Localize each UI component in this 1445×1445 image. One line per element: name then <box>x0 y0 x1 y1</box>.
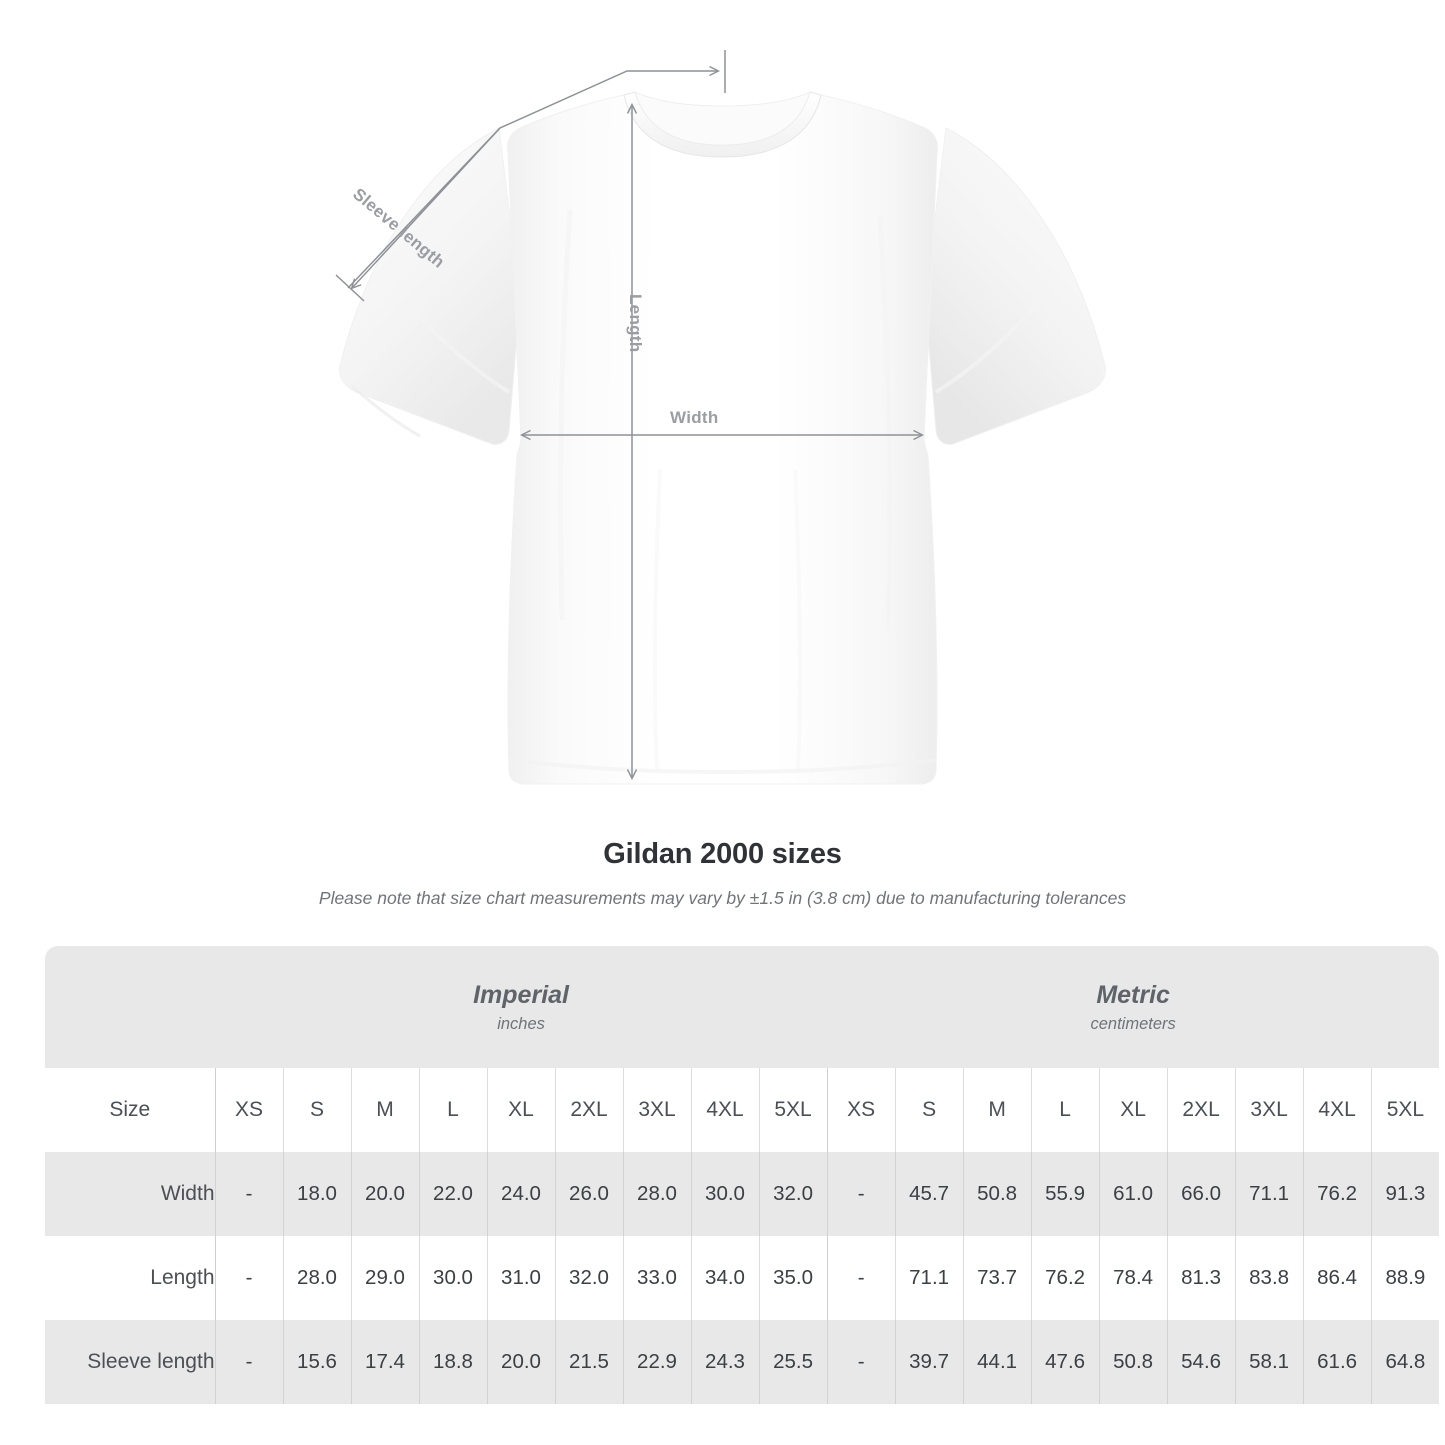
unit-header-imperial: Imperial inches <box>215 946 828 1068</box>
cell-sleeve-length-imperial-xl: 20.0 <box>486 1320 555 1404</box>
size-header-l-imperial: L <box>418 1068 487 1152</box>
size-header-xs-imperial: XS <box>214 1068 283 1152</box>
size-header-3xl-imperial: 3XL <box>622 1068 691 1152</box>
width-label: Width <box>670 408 719 427</box>
cell-length-imperial-s: 28.0 <box>282 1236 351 1320</box>
cell-width-metric-3xl: 71.1 <box>1234 1152 1304 1236</box>
size-header-5xl-metric: 5XL <box>1370 1068 1440 1152</box>
tshirt-illustration <box>335 50 1106 785</box>
cell-sleeve-length-metric-l: 47.6 <box>1030 1320 1100 1404</box>
length-label: Length <box>626 294 645 353</box>
cell-width-metric-5xl: 91.3 <box>1370 1152 1440 1236</box>
size-header-4xl-metric: 4XL <box>1302 1068 1372 1152</box>
size-chart-table-wrap: Imperial inches Metric centimeters Size XS S M L… <box>45 946 1440 1404</box>
cell-sleeve-length-metric-s: 39.7 <box>894 1320 964 1404</box>
unit-system-subtitle: inches <box>497 1015 545 1034</box>
title-block: Gildan 2000 sizes Please note that size … <box>0 838 1445 909</box>
unit-system-name: Metric <box>1096 980 1170 1009</box>
size-header-s-metric: S <box>894 1068 964 1152</box>
cell-sleeve-length-metric-3xl: 58.1 <box>1234 1320 1304 1404</box>
cell-sleeve-length-imperial-3xl: 22.9 <box>622 1320 691 1404</box>
cell-length-metric-4xl: 86.4 <box>1302 1236 1372 1320</box>
cell-width-imperial-m: 20.0 <box>350 1152 419 1236</box>
unit-header-metric: Metric centimeters <box>827 946 1440 1068</box>
size-header-3xl-metric: 3XL <box>1234 1068 1304 1152</box>
cell-width-metric-2xl: 66.0 <box>1166 1152 1236 1236</box>
size-header-l-metric: L <box>1030 1068 1100 1152</box>
cell-length-imperial-3xl: 33.0 <box>622 1236 691 1320</box>
size-header-row: Size XS S M L XL 2XL 3XL 4XL 5XL XS S M L XL 2XL 3XL 4XL 5… <box>45 1068 1440 1152</box>
unit-system-subtitle: centimeters <box>1090 1015 1176 1034</box>
unit-banner-row: Imperial inches Metric centimeters <box>45 946 1440 1068</box>
cell-length-metric-xs: - <box>826 1236 896 1320</box>
cell-length-metric-3xl: 83.8 <box>1234 1236 1304 1320</box>
cell-length-imperial-l: 30.0 <box>418 1236 487 1320</box>
cell-sleeve-length-imperial-xs: - <box>214 1320 283 1404</box>
cell-width-imperial-4xl: 30.0 <box>690 1152 759 1236</box>
cell-length-imperial-4xl: 34.0 <box>690 1236 759 1320</box>
table-row: Sleeve length -15.6 17.4 18.8 20.0 21.5 22.9 24… <box>45 1320 1440 1404</box>
cell-length-metric-s: 71.1 <box>894 1236 964 1320</box>
unit-system-name: Imperial <box>473 980 569 1009</box>
size-chart-table: Imperial inches Metric centimeters Size XS S M L… <box>45 946 1440 1404</box>
size-header-4xl-imperial: 4XL <box>690 1068 759 1152</box>
cell-width-imperial-xs: - <box>214 1152 283 1236</box>
cell-sleeve-length-imperial-m: 17.4 <box>350 1320 419 1404</box>
cell-sleeve-length-metric-5xl: 64.8 <box>1370 1320 1440 1404</box>
cell-width-metric-xl: 61.0 <box>1098 1152 1168 1236</box>
cell-width-imperial-2xl: 26.0 <box>554 1152 623 1236</box>
cell-sleeve-length-metric-4xl: 61.6 <box>1302 1320 1372 1404</box>
cell-length-imperial-5xl: 35.0 <box>758 1236 828 1320</box>
cell-length-metric-xl: 78.4 <box>1098 1236 1168 1320</box>
cell-width-imperial-3xl: 28.0 <box>622 1152 691 1236</box>
cell-sleeve-length-imperial-s: 15.6 <box>282 1320 351 1404</box>
cell-length-imperial-m: 29.0 <box>350 1236 419 1320</box>
cell-length-imperial-xl: 31.0 <box>486 1236 555 1320</box>
cell-sleeve-length-metric-xs: - <box>826 1320 896 1404</box>
cell-length-metric-2xl: 81.3 <box>1166 1236 1236 1320</box>
size-header-s-imperial: S <box>282 1068 351 1152</box>
size-header-2xl-metric: 2XL <box>1166 1068 1236 1152</box>
cell-length-imperial-2xl: 32.0 <box>554 1236 623 1320</box>
size-header-2xl-imperial: 2XL <box>554 1068 623 1152</box>
size-column-header: Size <box>45 1068 215 1152</box>
cell-sleeve-length-metric-m: 44.1 <box>962 1320 1032 1404</box>
size-header-m-imperial: M <box>350 1068 419 1152</box>
cell-sleeve-length-imperial-4xl: 24.3 <box>690 1320 759 1404</box>
cell-width-metric-4xl: 76.2 <box>1302 1152 1372 1236</box>
cell-width-metric-m: 50.8 <box>962 1152 1032 1236</box>
cell-width-metric-s: 45.7 <box>894 1152 964 1236</box>
cell-sleeve-length-metric-xl: 50.8 <box>1098 1320 1168 1404</box>
cell-width-imperial-xl: 24.0 <box>486 1152 555 1236</box>
shoulder-measure-line <box>347 50 726 289</box>
table-row: Width -18.0 20.0 22.0 24.0 26.0 28.0 30.0 32.0-4… <box>45 1152 1440 1236</box>
cell-sleeve-length-imperial-l: 18.8 <box>418 1320 487 1404</box>
row-label-length: Length <box>45 1236 215 1320</box>
cell-width-imperial-5xl: 32.0 <box>758 1152 828 1236</box>
cell-length-metric-m: 73.7 <box>962 1236 1032 1320</box>
unit-banner-spacer <box>45 946 215 1068</box>
cell-width-metric-xs: - <box>826 1152 896 1236</box>
tshirt-diagram: Sleeve length Length Width <box>335 50 1106 785</box>
cell-sleeve-length-metric-2xl: 54.6 <box>1166 1320 1236 1404</box>
tolerance-note: Please note that size chart measurements… <box>318 888 1127 908</box>
page-title: Gildan 2000 sizes <box>603 838 842 870</box>
sleeve-length-arrow <box>335 127 501 302</box>
size-header-xs-metric: XS <box>826 1068 896 1152</box>
cell-width-imperial-l: 22.0 <box>418 1152 487 1236</box>
table-row: Length -28.0 29.0 30.0 31.0 32.0 33.0 34.0 35.0-… <box>45 1236 1440 1320</box>
size-header-xl-metric: XL <box>1098 1068 1168 1152</box>
cell-length-metric-5xl: 88.9 <box>1370 1236 1440 1320</box>
cell-length-metric-l: 76.2 <box>1030 1236 1100 1320</box>
size-header-5xl-imperial: 5XL <box>758 1068 828 1152</box>
row-label-sleeve-length: Sleeve length <box>45 1320 215 1404</box>
cell-sleeve-length-imperial-2xl: 21.5 <box>554 1320 623 1404</box>
cell-width-metric-l: 55.9 <box>1030 1152 1100 1236</box>
cell-length-imperial-xs: - <box>214 1236 283 1320</box>
size-header-m-metric: M <box>962 1068 1032 1152</box>
row-label-width: Width <box>45 1152 215 1236</box>
cell-width-imperial-s: 18.0 <box>282 1152 351 1236</box>
size-header-xl-imperial: XL <box>486 1068 555 1152</box>
cell-sleeve-length-imperial-5xl: 25.5 <box>758 1320 828 1404</box>
